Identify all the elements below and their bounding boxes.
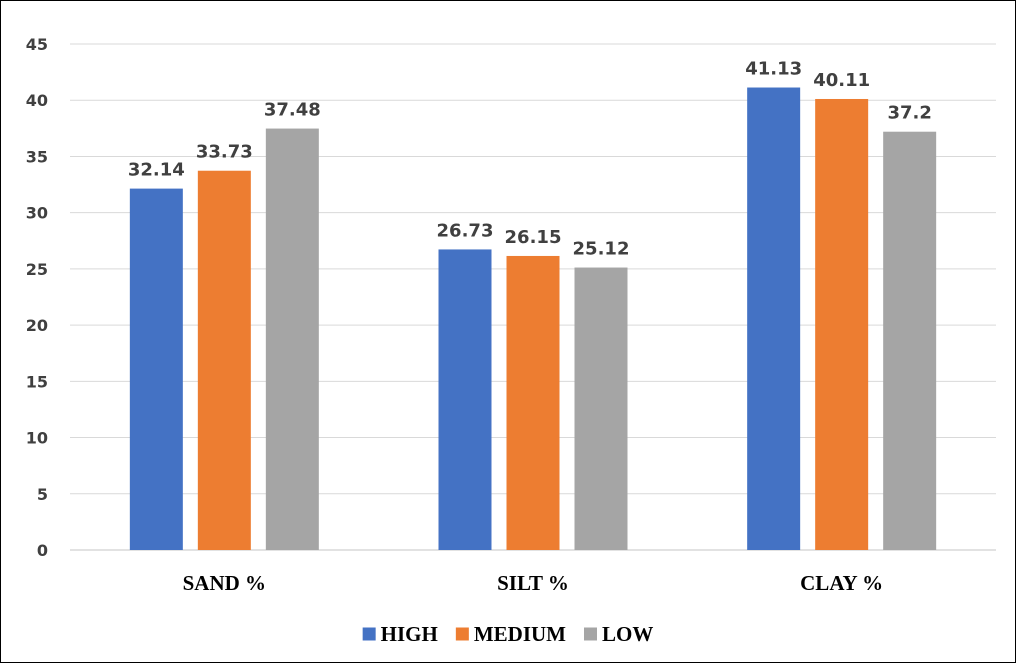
legend-label: LOW xyxy=(602,622,653,646)
y-tick-label: 5 xyxy=(37,485,48,504)
bar-low-2 xyxy=(883,131,937,550)
legend: HIGH MEDIUM LOW xyxy=(362,622,653,646)
y-tick-label: 30 xyxy=(26,204,48,223)
data-label: 37.2 xyxy=(887,103,931,124)
x-category-label: CLAY % xyxy=(800,571,883,595)
y-tick-label: 40 xyxy=(26,91,48,110)
bar-low-1 xyxy=(574,267,628,550)
y-tick-label: 15 xyxy=(26,372,48,391)
y-tick-label: 25 xyxy=(26,260,48,279)
bar-medium-0 xyxy=(197,170,251,550)
bar-low-0 xyxy=(265,128,319,550)
bar-high-1 xyxy=(438,249,492,550)
legend-swatch-medium xyxy=(455,627,469,641)
data-label: 40.11 xyxy=(813,70,870,91)
x-axis-categories: SAND % SILT % CLAY % xyxy=(183,571,884,595)
data-label: 33.73 xyxy=(196,142,253,163)
y-tick-label: 10 xyxy=(26,429,48,448)
x-category-label: SILT % xyxy=(497,571,569,595)
data-label: 32.14 xyxy=(128,160,185,181)
bar-medium-1 xyxy=(506,255,560,551)
bar-medium-2 xyxy=(815,98,869,550)
legend-swatch-low xyxy=(584,627,597,641)
x-category-label: SAND % xyxy=(183,571,266,595)
data-label: 26.15 xyxy=(505,227,562,248)
bars xyxy=(129,87,937,551)
bar-high-2 xyxy=(747,87,801,551)
data-label: 26.73 xyxy=(437,220,494,241)
y-tick-label: 0 xyxy=(37,541,48,560)
legend-label: HIGH xyxy=(381,622,438,646)
bar-high-0 xyxy=(129,188,183,550)
y-tick-label: 35 xyxy=(26,147,48,166)
legend-label: MEDIUM xyxy=(474,622,566,646)
data-label: 37.48 xyxy=(264,100,321,121)
y-tick-label: 45 xyxy=(26,35,48,54)
legend-swatch-high xyxy=(362,627,376,641)
data-label: 41.13 xyxy=(745,59,802,80)
data-label: 25.12 xyxy=(573,239,630,260)
y-axis-ticks: 0 5 10 15 20 25 30 35 40 45 xyxy=(26,35,48,560)
data-labels: 32.14 33.73 37.48 26.73 26.15 25.12 41.13 40.11… xyxy=(128,59,932,260)
y-tick-label: 20 xyxy=(26,316,48,335)
